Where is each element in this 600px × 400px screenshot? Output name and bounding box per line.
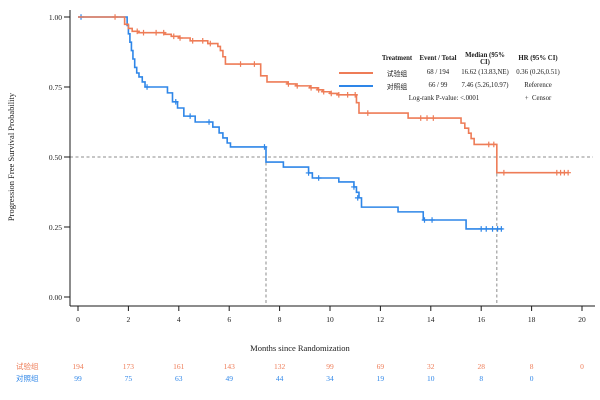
risk-count: 10 (427, 374, 435, 383)
legend-median-treatment-arm: 16.62 (13.83,NE) (461, 69, 509, 76)
legend-row-control-arm: 对照组 66 / 99 7.46 (5.26,10.97) Reference (334, 79, 570, 92)
risk-count: 132 (273, 362, 286, 371)
control-arm-line-swatch (339, 84, 373, 87)
x-tick-label: 12 (376, 315, 385, 324)
x-tick-label: 16 (477, 315, 485, 324)
risk-count: 99 (74, 374, 82, 383)
risk-count: 75 (124, 374, 133, 383)
x-tick-label: 2 (126, 315, 131, 324)
risk-row-label-treatment-arm: 试验组 (16, 362, 39, 371)
legend-event-total-treatment-arm: 68 / 194 (426, 69, 450, 76)
y-tick-label: 1.00 (48, 12, 62, 22)
y-tick-label: 0.75 (48, 82, 62, 92)
risk-count: 161 (173, 362, 185, 371)
legend-event-total-control-arm: 66 / 99 (428, 82, 448, 89)
y-tick-label: 0.25 (48, 222, 62, 232)
legend-header-event-total: Event / Total (419, 55, 457, 62)
logrank-pvalue: Log-rank P-value: <.0001 (408, 95, 480, 102)
x-tick-label: 4 (176, 315, 181, 324)
x-tick-label: 6 (227, 315, 232, 324)
y-tick-label: 0.50 (48, 152, 62, 162)
legend: Treatment Event / Total Median (95% CI) … (334, 51, 570, 105)
y-axis-title: Progression Free Survival Probability (6, 92, 16, 222)
legend-header-row: Treatment Event / Total Median (95% CI) … (334, 51, 570, 66)
legend-label-treatment-arm: 试验组 (386, 70, 408, 78)
risk-count: 69 (376, 362, 385, 371)
risk-count: 32 (427, 362, 435, 371)
risk-count: 19 (376, 374, 385, 383)
legend-median-control-arm: 7.46 (5.26,10.97) (461, 82, 509, 89)
risk-count: 194 (72, 362, 84, 371)
x-axis-title: Months since Randomization (250, 343, 350, 353)
legend-hr-control-arm: Reference (524, 82, 552, 89)
legend-header-median: Median (95% CI) (465, 51, 505, 66)
legend-hr-treatment-arm: 0.36 (0.26,0.51) (516, 69, 560, 76)
risk-count: 8 (529, 362, 534, 371)
legend-footer-row: Log-rank P-value: <.0001 + Censor (334, 92, 570, 105)
risk-count: 0 (580, 362, 584, 371)
risk-table-row-control-arm: 对照组 99 75 63 49 44 34 19 10 8 0 (0, 373, 600, 384)
censor-note: + Censor (524, 95, 552, 102)
risk-count: 34 (326, 374, 334, 383)
x-tick-label: 14 (427, 315, 435, 324)
risk-table-row-treatment-arm: 试验组 194 173 161 143 132 99 69 32 28 8 0 (0, 361, 600, 372)
risk-count: 99 (326, 362, 334, 371)
x-tick-label: 18 (527, 315, 536, 324)
legend-swatch-cell (334, 84, 378, 87)
legend-swatch-cell (334, 71, 378, 74)
legend-row-treatment-arm: 试验组 68 / 194 16.62 (13.83,NE) 0.36 (0.26… (334, 66, 570, 79)
legend-label-control-arm: 对照组 (386, 83, 408, 91)
x-tick-label: 8 (277, 315, 282, 324)
legend-header-treatment: Treatment (381, 55, 413, 62)
risk-count: 28 (477, 362, 485, 371)
y-tick-label: 0.00 (48, 292, 62, 302)
treatment-arm-line-swatch (339, 71, 373, 74)
risk-count: 63 (175, 374, 183, 383)
risk-count: 0 (529, 374, 534, 383)
legend-header-hr: HR (95% CI) (518, 55, 558, 62)
risk-count: 8 (479, 374, 484, 383)
x-tick-label: 0 (76, 315, 80, 324)
risk-count: 49 (225, 374, 233, 383)
risk-count: 143 (223, 362, 235, 371)
x-tick-label: 20 (578, 315, 586, 324)
risk-row-label-control-arm: 对照组 (16, 374, 39, 383)
risk-count: 44 (275, 374, 284, 383)
risk-count: 173 (122, 362, 135, 371)
x-tick-label: 10 (326, 315, 334, 324)
